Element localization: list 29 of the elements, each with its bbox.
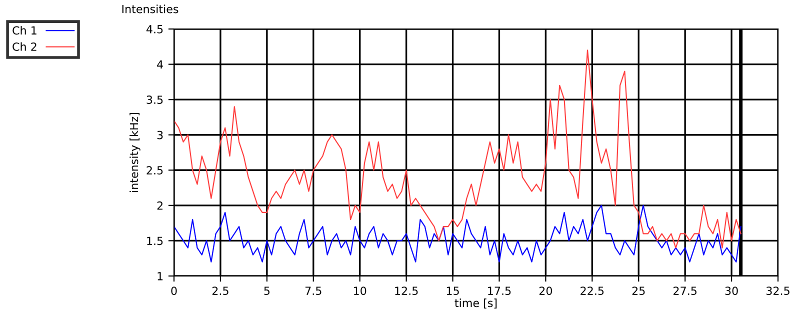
y-tick-label: 4 xyxy=(157,60,163,69)
y-tick-label: 1 xyxy=(158,272,163,280)
y-axis-title: intensity [kHz] xyxy=(130,112,140,192)
y-tick-label: 3.5 xyxy=(146,96,163,104)
x-tick-label: 27.5 xyxy=(674,286,696,296)
line-series xyxy=(174,50,742,248)
y-tick-label: 2.5 xyxy=(146,166,163,175)
line-series xyxy=(174,204,742,262)
x-tick-label: 0 xyxy=(171,286,177,296)
x-axis-title: time [s] xyxy=(454,298,497,308)
legend-label: Ch 2 xyxy=(12,42,36,51)
chart-title: Intensities xyxy=(122,4,178,14)
y-tick-label: 1.5 xyxy=(147,236,163,246)
x-tick-label: 10 xyxy=(354,286,366,296)
x-tick-label: 12.5 xyxy=(395,286,418,296)
y-tick-label: 2 xyxy=(157,201,162,210)
x-tick-label: 17.5 xyxy=(488,286,511,296)
x-tick-label: 7.5 xyxy=(305,286,322,296)
x-tick-label: 2.5 xyxy=(212,286,228,296)
x-tick-label: 5 xyxy=(264,286,270,296)
x-tick-label: 20 xyxy=(539,286,552,296)
x-tick-label: 32.5 xyxy=(766,286,790,296)
y-tick-label: 3 xyxy=(157,130,163,140)
y-tick-label: 4.5 xyxy=(146,25,163,34)
x-tick-label: 15 xyxy=(446,286,459,296)
x-tick-label: 30 xyxy=(725,286,738,296)
x-tick-label: 25 xyxy=(632,286,645,296)
x-tick-label: 22.5 xyxy=(580,286,604,296)
legend-label: Ch 1 xyxy=(12,26,36,35)
